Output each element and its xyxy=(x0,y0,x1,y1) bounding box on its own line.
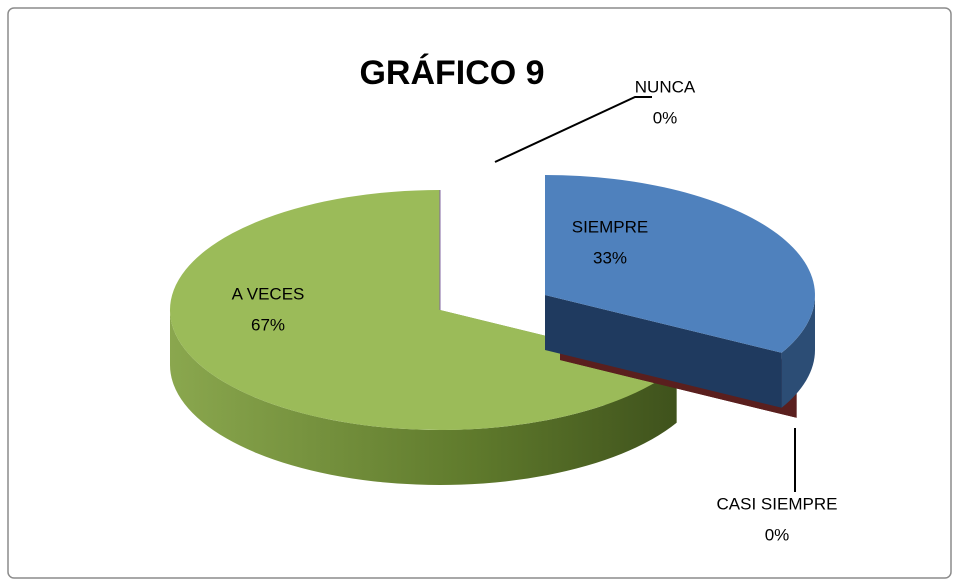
data-label: 67% xyxy=(251,315,285,334)
data-label: A VECES xyxy=(232,284,305,303)
data-label: 0% xyxy=(653,108,678,127)
chart-title: GRÁFICO 9 xyxy=(359,54,544,92)
data-label: CASI SIEMPRE xyxy=(717,494,838,513)
slice-face xyxy=(545,295,782,408)
slice xyxy=(169,189,677,431)
slice-side xyxy=(170,310,677,485)
data-label: 0% xyxy=(765,525,790,544)
slice xyxy=(545,175,815,353)
leader-line xyxy=(494,96,652,163)
data-label: SIEMPRE xyxy=(572,217,649,236)
slice-side xyxy=(781,295,815,408)
data-label: 33% xyxy=(593,248,627,267)
data-label: NUNCA xyxy=(635,77,696,96)
